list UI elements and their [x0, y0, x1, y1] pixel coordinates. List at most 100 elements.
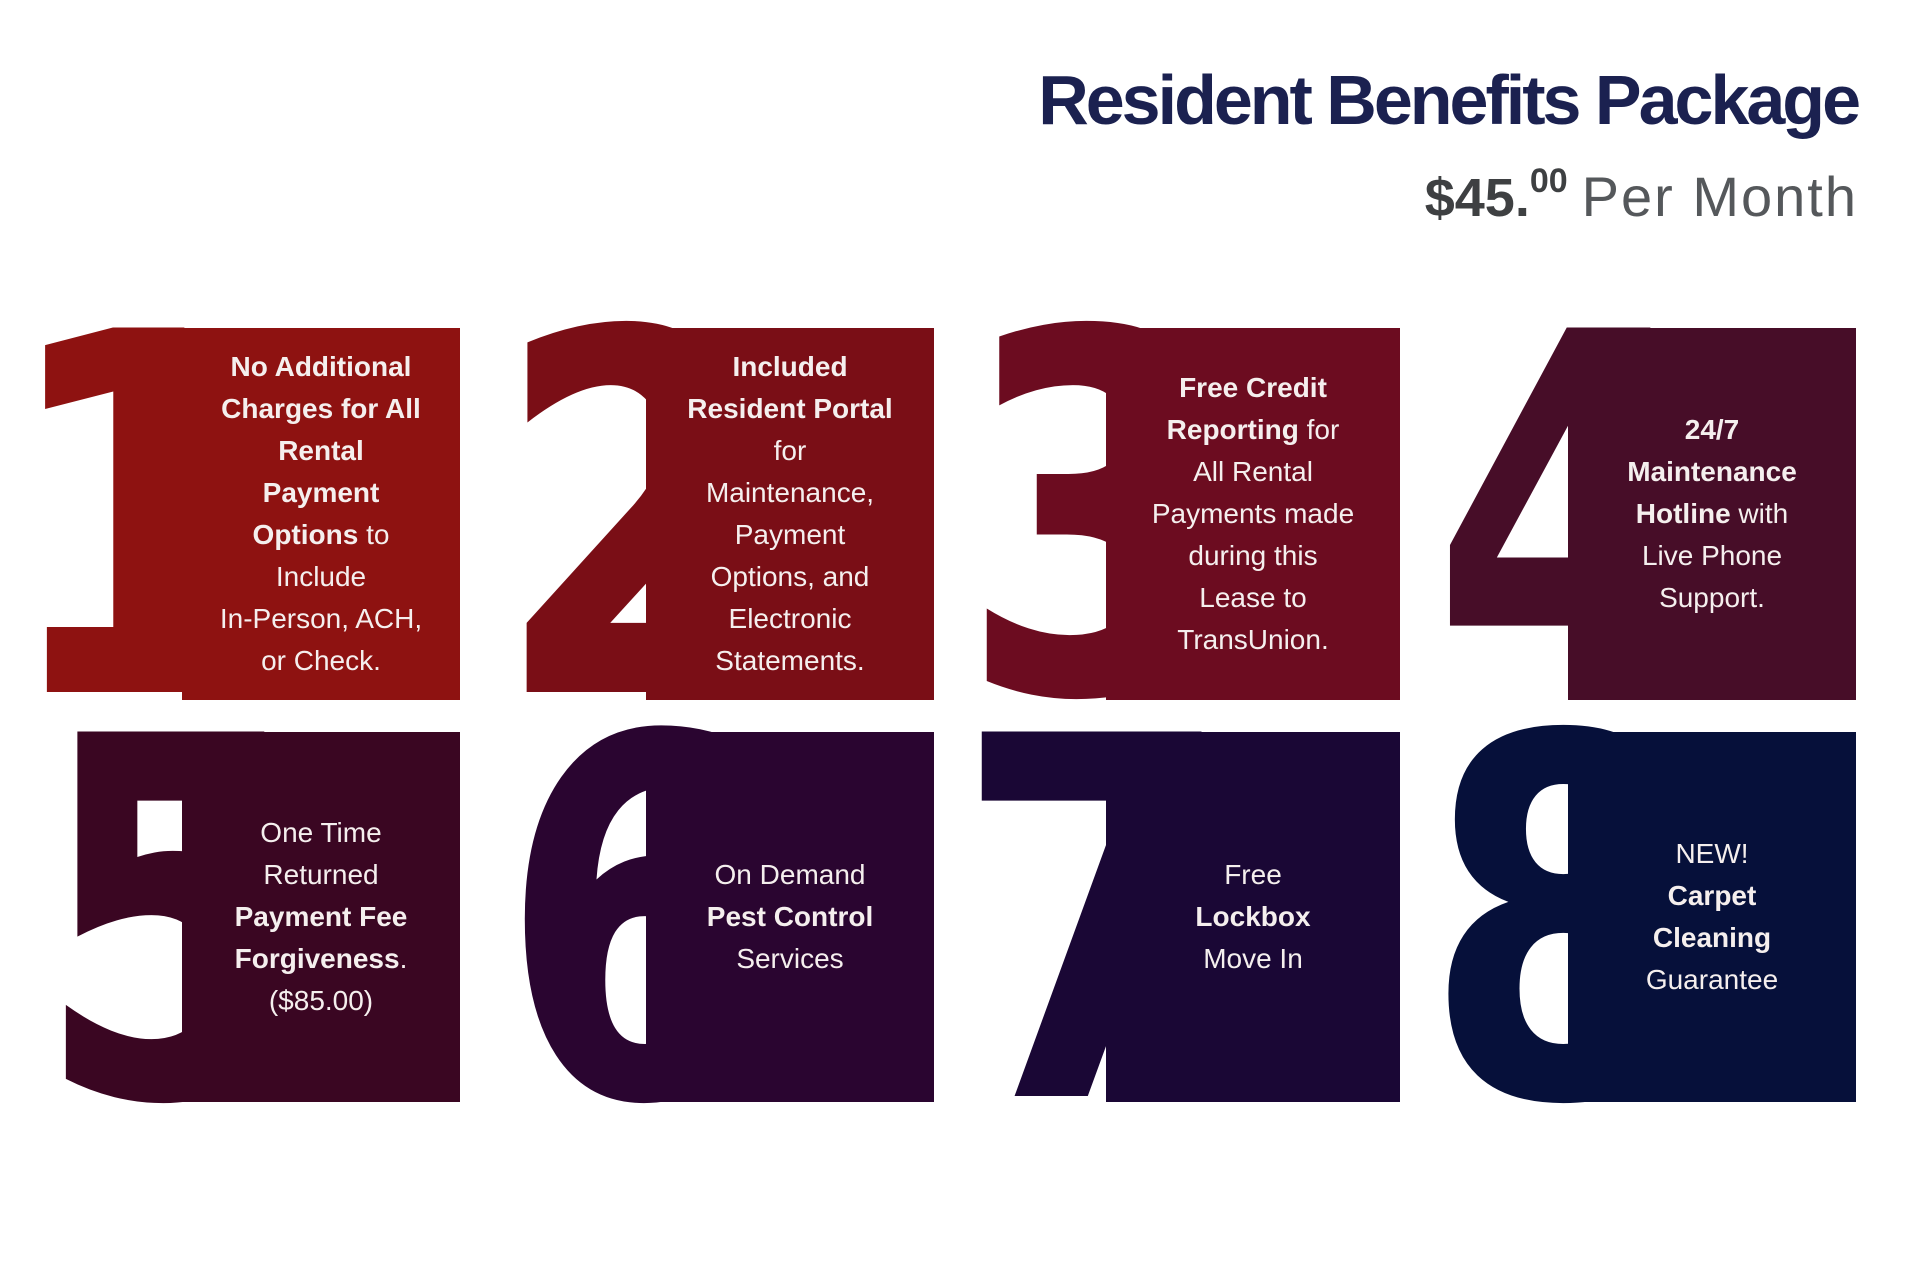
card-text-segment: Statements.: [715, 645, 865, 676]
card-text-segment: Charges for All: [221, 393, 421, 424]
card-4-text-line: Support.: [1659, 577, 1765, 619]
card-text-segment: Rental: [278, 435, 364, 466]
card-5-text-line: ($85.00): [269, 980, 373, 1022]
card-4-text-line: 24/7: [1685, 409, 1740, 451]
card-2-text-line: Payment: [735, 514, 846, 556]
card-text-segment: with: [1730, 498, 1789, 529]
card-text-segment: for: [1298, 414, 1340, 445]
card-4-text-line: Maintenance: [1627, 451, 1797, 493]
card-5-text-line: Forgiveness.: [235, 938, 408, 980]
card-text-segment: Options, and: [710, 561, 870, 592]
card-text-segment: All Rental: [1193, 456, 1313, 487]
card-text-segment: to: [358, 519, 390, 550]
card-text-segment: or Check.: [261, 645, 381, 676]
card-text-segment: Payment: [262, 477, 380, 508]
card-4-text-line: Live Phone: [1642, 535, 1782, 577]
card-text-segment: Lockbox: [1195, 901, 1311, 932]
card-2-text-line: Electronic: [729, 598, 852, 640]
card-5-text-line: Returned: [263, 854, 378, 896]
card-8-text-line: Guarantee: [1646, 959, 1778, 1001]
price-line: $45.00 Per Month: [1038, 154, 1858, 239]
card-6-text-line: On Demand: [715, 854, 866, 896]
card-5-text-line: Payment Fee: [235, 896, 408, 938]
price-period: Per Month: [1581, 164, 1858, 228]
card-2-text-line: Included: [732, 346, 847, 388]
card-text-segment: Resident Portal: [687, 393, 893, 424]
card-2-text-line: Resident Portal: [687, 388, 892, 430]
card-2-text-line: Maintenance,: [706, 472, 874, 514]
card-text-segment: Services: [736, 943, 844, 974]
card-text-segment: ($85.00): [268, 985, 374, 1016]
card-1-text-line: Include: [276, 556, 366, 598]
card-1-text-line: Payment: [263, 472, 380, 514]
card-3-text-line: All Rental: [1193, 451, 1313, 493]
card-text-segment: Move In: [1203, 943, 1303, 974]
card-text-segment: No Additional: [230, 351, 412, 382]
card-text-segment: Support.: [1659, 582, 1765, 613]
card-2-text-line: for: [774, 430, 807, 472]
card-text-segment: Pest Control: [706, 901, 874, 932]
card-text-segment: Guarantee: [1645, 964, 1779, 995]
card-1-text-line: In-Person, ACH,: [220, 598, 422, 640]
card-5-panel: One Time Returned Payment Fee Forgiveness. (…: [182, 732, 460, 1102]
card-text-segment: Payment Fee: [234, 901, 408, 932]
card-text-segment: Carpet: [1667, 880, 1757, 911]
card-text-segment: Returned: [263, 859, 379, 890]
card-2-panel: Included Resident Portal for Maintenance, Pa…: [646, 328, 934, 700]
card-text-segment: One Time: [260, 817, 382, 848]
card-8-text-line: Carpet: [1668, 875, 1757, 917]
card-text-segment: Free: [1224, 859, 1282, 890]
card-text-segment: Live Phone: [1641, 540, 1783, 571]
card-4-text-line: Hotline with: [1636, 493, 1788, 535]
card-text-segment: Payment: [734, 519, 846, 550]
card-1-text-line: No Additional: [231, 346, 412, 388]
card-text-segment: Forgiveness: [234, 943, 400, 974]
card-2-text-line: Statements.: [715, 640, 864, 682]
card-3-text-line: during this: [1188, 535, 1317, 577]
card-text-segment: during this: [1188, 540, 1318, 571]
card-1-panel: No Additional Charges for All Rental Paymen…: [182, 328, 460, 700]
card-text-segment: for: [773, 435, 807, 466]
card-5-text-line: One Time: [260, 812, 381, 854]
card-text-segment: Payments made: [1151, 498, 1355, 529]
card-7-panel: Free Lockbox Move In: [1106, 732, 1400, 1102]
card-text-segment: Maintenance,: [705, 477, 875, 508]
card-text-segment: Cleaning: [1652, 922, 1772, 953]
card-text-segment: 24/7: [1684, 414, 1740, 445]
card-text-segment: Options: [252, 519, 359, 550]
card-8-panel: NEW! Carpet Cleaning Guarantee: [1568, 732, 1856, 1102]
card-text-segment: Included: [732, 351, 848, 382]
card-text-segment: In-Person, ACH,: [219, 603, 423, 634]
card-1-text-line: Options to: [253, 514, 390, 556]
card-2-text-line: Options, and: [711, 556, 870, 598]
card-6-text-line: Pest Control: [707, 896, 873, 938]
page-title: Resident Benefits Package: [1038, 61, 1861, 139]
card-3-text-line: Free Credit: [1179, 367, 1327, 409]
card-6-panel: On Demand Pest Control Services: [646, 732, 934, 1102]
card-text-segment: Lease to: [1199, 582, 1307, 613]
card-1-text-line: Charges for All: [221, 388, 421, 430]
price-amount: $45.: [1424, 167, 1530, 228]
card-text-segment: TransUnion.: [1177, 624, 1329, 655]
card-text-segment: Electronic: [728, 603, 852, 634]
header: Resident Benefits Package $45.00 Per Mont…: [1038, 61, 1861, 239]
card-7-text-line: Lockbox: [1195, 896, 1310, 938]
card-text-segment: Include: [275, 561, 367, 592]
card-1-text-line: or Check.: [261, 640, 381, 682]
card-text-segment: Hotline: [1635, 498, 1731, 529]
card-text-segment: Free Credit: [1179, 372, 1327, 403]
card-8-text-line: Cleaning: [1653, 917, 1771, 959]
card-3-text-line: Payments made: [1152, 493, 1354, 535]
card-6-text-line: Services: [736, 938, 843, 980]
card-1-text-line: Rental: [278, 430, 364, 472]
card-text-segment: NEW!: [1675, 838, 1749, 869]
card-7-text-line: Move In: [1203, 938, 1303, 980]
card-text-segment: On Demand: [714, 859, 866, 890]
card-3-panel: Free Credit Reporting for All Rental Paymen…: [1106, 328, 1400, 700]
price-cents: 00: [1529, 161, 1568, 200]
card-8-text-line: NEW!: [1675, 833, 1748, 875]
card-4-panel: 24/7 Maintenance Hotline with Live Phone Sup…: [1568, 328, 1856, 700]
card-3-text-line: Reporting for: [1167, 409, 1340, 451]
card-text-segment: Reporting: [1166, 414, 1299, 445]
